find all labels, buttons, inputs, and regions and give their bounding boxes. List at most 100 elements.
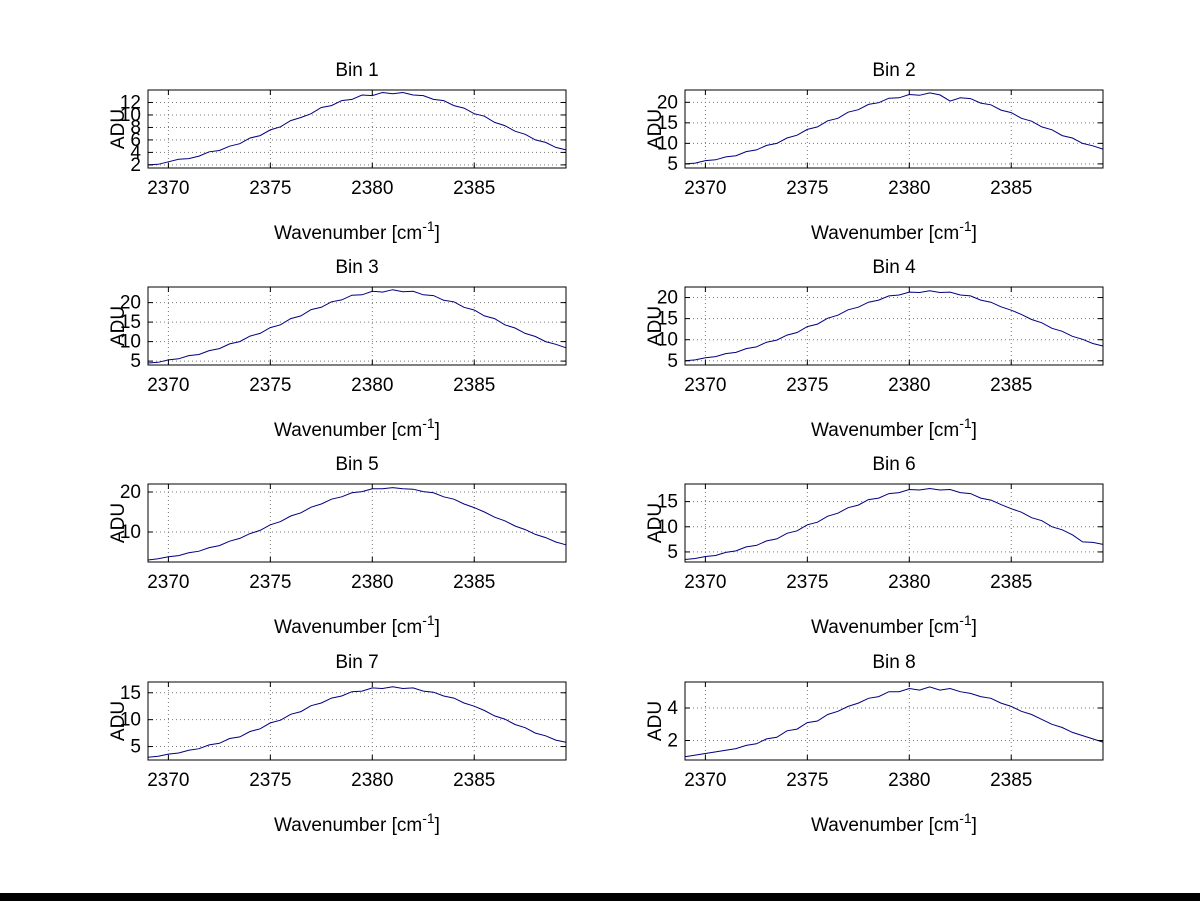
spectrum-line (147, 289, 567, 364)
y-tick-label: 15 (657, 309, 678, 330)
x-tick-label: 2370 (147, 178, 189, 199)
y-tick-label: 2 (667, 731, 678, 752)
y-tick-label: 4 (130, 142, 141, 163)
y-tick-label: 8 (130, 117, 141, 138)
y-tick-label: 10 (657, 133, 678, 154)
spectrum-line (684, 92, 1104, 165)
y-axis-label: ADU (645, 109, 666, 149)
subplot-title: Bin 8 (872, 652, 915, 673)
x-tick-label: 2370 (684, 572, 726, 593)
subplot-bin-8: 2370 2375 2380 2385 2 4 Bin 8 ADU Wavenumber [cm… (645, 652, 1104, 836)
spectrum-line (147, 91, 567, 166)
x-tick-label: 2375 (786, 770, 828, 791)
subplot-title: Bin 7 (335, 652, 378, 673)
x-tick-label: 2370 (147, 770, 189, 791)
x-tick-label: 2370 (147, 572, 189, 593)
x-axis-label: Wavenumber [cm-1] (274, 415, 440, 441)
axes-box (684, 286, 1104, 366)
axes-box (147, 483, 567, 563)
bottom-black-strip (0, 893, 1200, 901)
subplot-title: Bin 6 (872, 454, 915, 475)
y-tick-label: 10 (657, 517, 678, 538)
y-axis-label: ADU (108, 109, 129, 149)
spectrum-line (147, 487, 567, 561)
x-tick-label: 2385 (453, 178, 495, 199)
y-tick-label: 20 (120, 293, 141, 314)
x-tick-label: 2375 (249, 178, 291, 199)
x-tick-label: 2370 (147, 375, 189, 396)
x-axis-label: Wavenumber [cm-1] (811, 612, 977, 638)
spectrum-line (684, 686, 1104, 758)
spectrum-line (147, 686, 567, 758)
y-tick-label: 15 (657, 113, 678, 134)
y-tick-label: 15 (657, 492, 678, 513)
x-tick-label: 2380 (351, 572, 393, 593)
spectrum-line (684, 487, 1104, 560)
x-tick-label: 2370 (684, 178, 726, 199)
axes-box (147, 681, 567, 761)
x-tick-label: 2385 (990, 770, 1032, 791)
y-axis-label: ADU (108, 306, 129, 346)
y-tick-label: 20 (657, 92, 678, 113)
x-tick-label: 2375 (786, 375, 828, 396)
subplot-title: Bin 5 (335, 454, 378, 475)
axes-box (684, 89, 1104, 169)
y-tick-label: 10 (657, 330, 678, 351)
y-tick-label: 5 (667, 542, 678, 563)
x-tick-label: 2375 (249, 375, 291, 396)
y-tick-label: 6 (130, 130, 141, 151)
x-tick-label: 2385 (453, 375, 495, 396)
y-axis-label: ADU (645, 306, 666, 346)
x-tick-label: 2385 (453, 770, 495, 791)
y-tick-label: 5 (130, 351, 141, 372)
y-tick-label: 15 (120, 683, 141, 704)
x-axis-label: Wavenumber [cm-1] (274, 612, 440, 638)
y-tick-label: 5 (667, 351, 678, 372)
x-tick-label: 2380 (888, 770, 930, 791)
subplot-bin-6: 2370 2375 2380 2385 5 10 15 Bin 6 ADU Wavenumber … (645, 454, 1104, 638)
x-tick-label: 2380 (351, 375, 393, 396)
x-tick-label: 2380 (888, 572, 930, 593)
x-tick-label: 2385 (453, 572, 495, 593)
x-tick-label: 2370 (684, 375, 726, 396)
y-tick-label: 10 (120, 332, 141, 353)
subplot-bin-7: 2370 2375 2380 2385 5 10 15 Bin 7 ADU Wavenumber … (108, 652, 567, 836)
x-tick-label: 2375 (786, 572, 828, 593)
y-tick-label: 20 (657, 288, 678, 309)
y-tick-label: 5 (130, 737, 141, 758)
axes-box (684, 483, 1104, 563)
subplot-title: Bin 1 (335, 60, 378, 81)
axes-box (147, 286, 567, 366)
x-tick-label: 2380 (888, 375, 930, 396)
subplot-bin-5: 2370 2375 2380 2385 10 20 Bin 5 ADU Wavenumber [… (108, 454, 567, 638)
subplot-title: Bin 2 (872, 60, 915, 81)
x-tick-label: 2375 (786, 178, 828, 199)
x-tick-label: 2370 (684, 770, 726, 791)
y-tick-label: 20 (120, 482, 141, 503)
x-axis-label: Wavenumber [cm-1] (811, 415, 977, 441)
y-tick-label: 10 (120, 710, 141, 731)
x-tick-label: 2375 (249, 572, 291, 593)
x-tick-label: 2380 (351, 178, 393, 199)
y-axis-label: ADU (108, 503, 129, 543)
x-tick-label: 2380 (351, 770, 393, 791)
y-tick-label: 12 (120, 92, 141, 113)
y-tick-label: 15 (120, 312, 141, 333)
axes-box (147, 89, 567, 169)
y-axis-label: ADU (108, 701, 129, 741)
x-axis-label: Wavenumber [cm-1] (274, 218, 440, 244)
y-tick-label: 4 (667, 698, 678, 719)
subplot-title: Bin 3 (335, 257, 378, 278)
y-axis-label: ADU (645, 701, 666, 741)
x-tick-label: 2385 (990, 178, 1032, 199)
x-axis-label: Wavenumber [cm-1] (811, 810, 977, 836)
y-tick-label: 5 (667, 154, 678, 175)
x-tick-label: 2385 (990, 375, 1032, 396)
y-tick-label: 2 (130, 155, 141, 176)
x-axis-label: Wavenumber [cm-1] (274, 810, 440, 836)
x-tick-label: 2385 (990, 572, 1032, 593)
x-tick-label: 2380 (888, 178, 930, 199)
